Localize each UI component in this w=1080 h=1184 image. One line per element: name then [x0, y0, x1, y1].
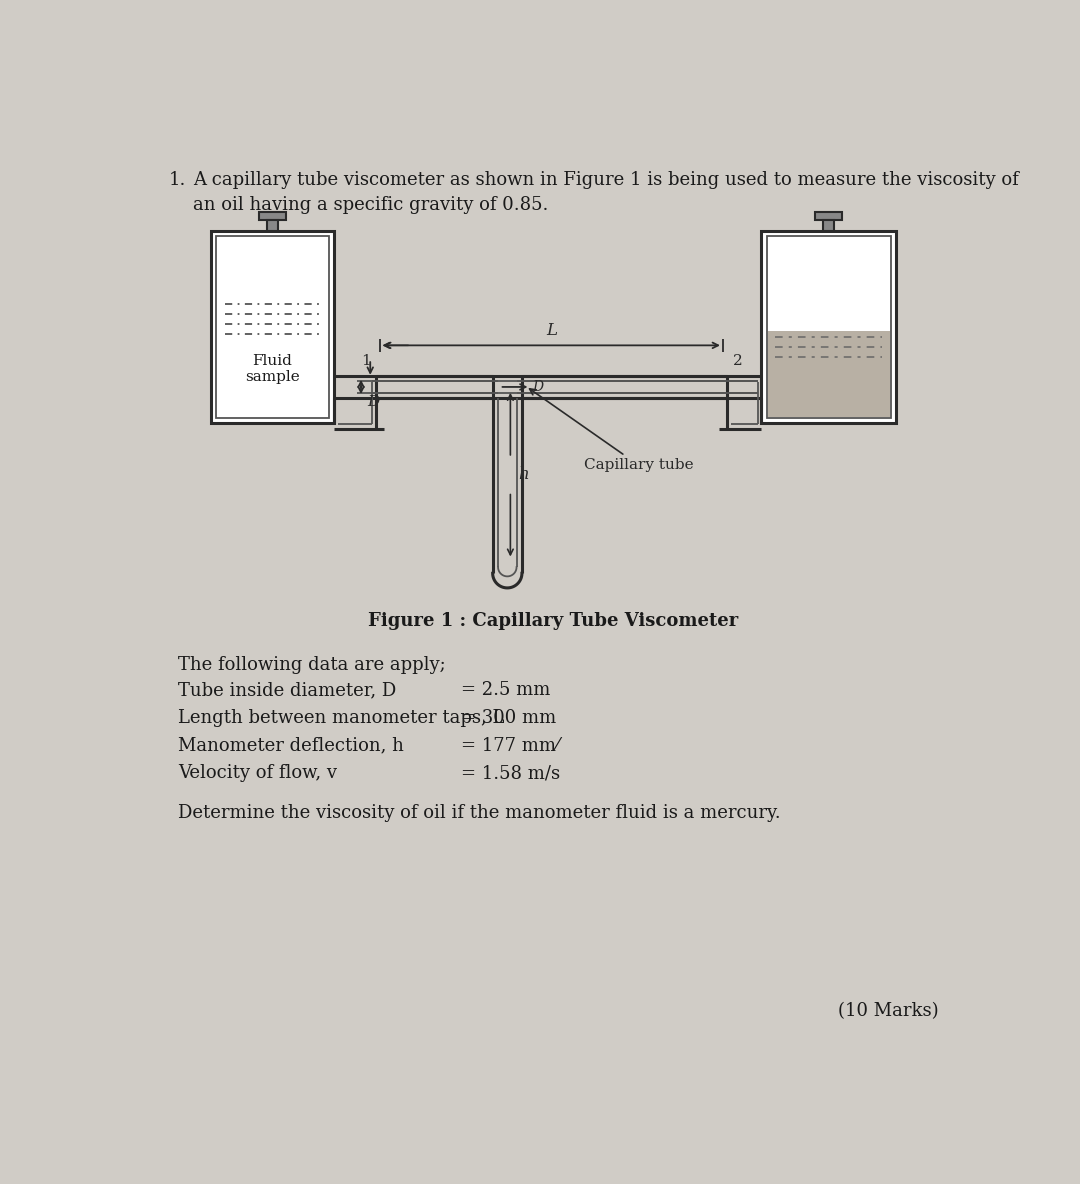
Text: A capillary tube viscometer as shown in Figure 1 is being used to measure the vi: A capillary tube viscometer as shown in …	[193, 172, 1018, 189]
Text: = 177 mm⁄: = 177 mm⁄	[461, 736, 559, 754]
Text: Fluid
sample: Fluid sample	[245, 354, 300, 385]
Text: 2: 2	[732, 354, 742, 368]
Bar	[258, 212, 286, 220]
Text: D: D	[532, 380, 544, 394]
Text: Velocity of flow, v: Velocity of flow, v	[178, 764, 337, 783]
Text: Figure 1 : Capillary Tube Viscometer: Figure 1 : Capillary Tube Viscometer	[368, 612, 739, 630]
Text: = 300 mm: = 300 mm	[461, 709, 556, 727]
Bar	[768, 330, 890, 417]
Text: 1: 1	[361, 354, 370, 368]
Bar	[267, 220, 278, 231]
Bar	[761, 231, 896, 423]
Text: L: L	[546, 322, 557, 339]
Bar	[814, 212, 842, 220]
Text: Capillary tube: Capillary tube	[529, 388, 694, 472]
Text: Length between manometer taps, L: Length between manometer taps, L	[178, 709, 504, 727]
Bar	[767, 236, 891, 418]
Text: Manometer deflection, h: Manometer deflection, h	[178, 736, 404, 754]
Text: 1.: 1.	[168, 172, 186, 189]
Text: Tube inside diameter, D: Tube inside diameter, D	[178, 681, 396, 699]
Text: D: D	[367, 395, 379, 410]
Text: = 2.5 mm: = 2.5 mm	[461, 681, 551, 699]
Text: (10 Marks): (10 Marks)	[838, 1002, 939, 1019]
Text: The following data are apply;: The following data are apply;	[178, 656, 445, 675]
Text: an oil having a specific gravity of 0.85.: an oil having a specific gravity of 0.85…	[193, 197, 549, 214]
Bar	[211, 231, 334, 423]
Text: = 1.58 m/s: = 1.58 m/s	[461, 764, 561, 783]
Bar	[216, 236, 328, 418]
Text: h: h	[518, 466, 529, 483]
Text: Determine the viscosity of oil if the manometer fluid is a mercury.: Determine the viscosity of oil if the ma…	[178, 804, 781, 822]
Bar	[823, 220, 834, 231]
